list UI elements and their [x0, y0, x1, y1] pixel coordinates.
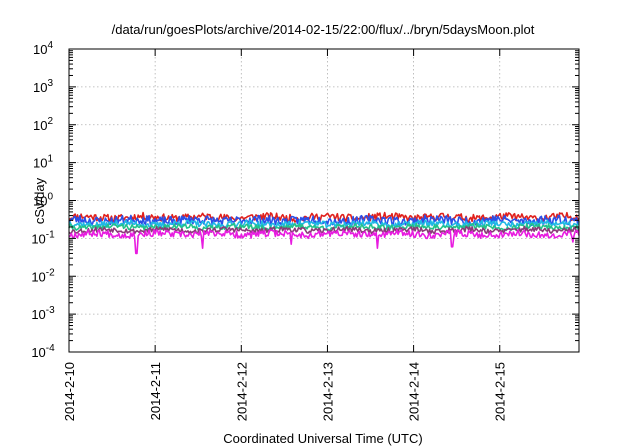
- y-tick-label: 101: [33, 154, 53, 171]
- x-tick-label: 2014-2-10: [62, 362, 77, 421]
- x-ticks: 2014-2-10 2014-2-11 2014-2-12 2014-2-13 2014…: [62, 49, 508, 421]
- x-tick-label: 2014-2-15: [493, 362, 508, 421]
- y-tick-label: 10-4: [31, 343, 55, 360]
- y-ticks: 10-4 10-3 10-2 10-1 100 101 102 103 104: [31, 40, 579, 360]
- y-tick-label: 104: [33, 40, 53, 57]
- x-tick-label: 2014-2-13: [320, 362, 335, 421]
- y-tick-label: 10-2: [31, 267, 55, 284]
- y-tick-label: 10-1: [31, 229, 55, 246]
- y-tick-label: 103: [33, 78, 53, 95]
- y-tick-label: 100: [33, 192, 53, 209]
- series-line-3: [68, 219, 580, 229]
- x-tick-label: 2014-2-11: [148, 362, 163, 420]
- x-tick-label: 2014-2-14: [407, 362, 422, 421]
- y-axis-label: cSv/day: [32, 177, 47, 224]
- y-tick-label: 102: [33, 116, 53, 133]
- grid: [69, 49, 579, 352]
- x-axis-label: Coordinated Universal Time (UTC): [223, 431, 422, 446]
- series-layer: [68, 211, 580, 255]
- series-line-6: [68, 229, 580, 255]
- chart-title: /data/run/goesPlots/archive/2014-02-15/2…: [112, 22, 535, 37]
- y-tick-label: 10-3: [31, 305, 55, 322]
- x-tick-label: 2014-2-12: [234, 362, 249, 421]
